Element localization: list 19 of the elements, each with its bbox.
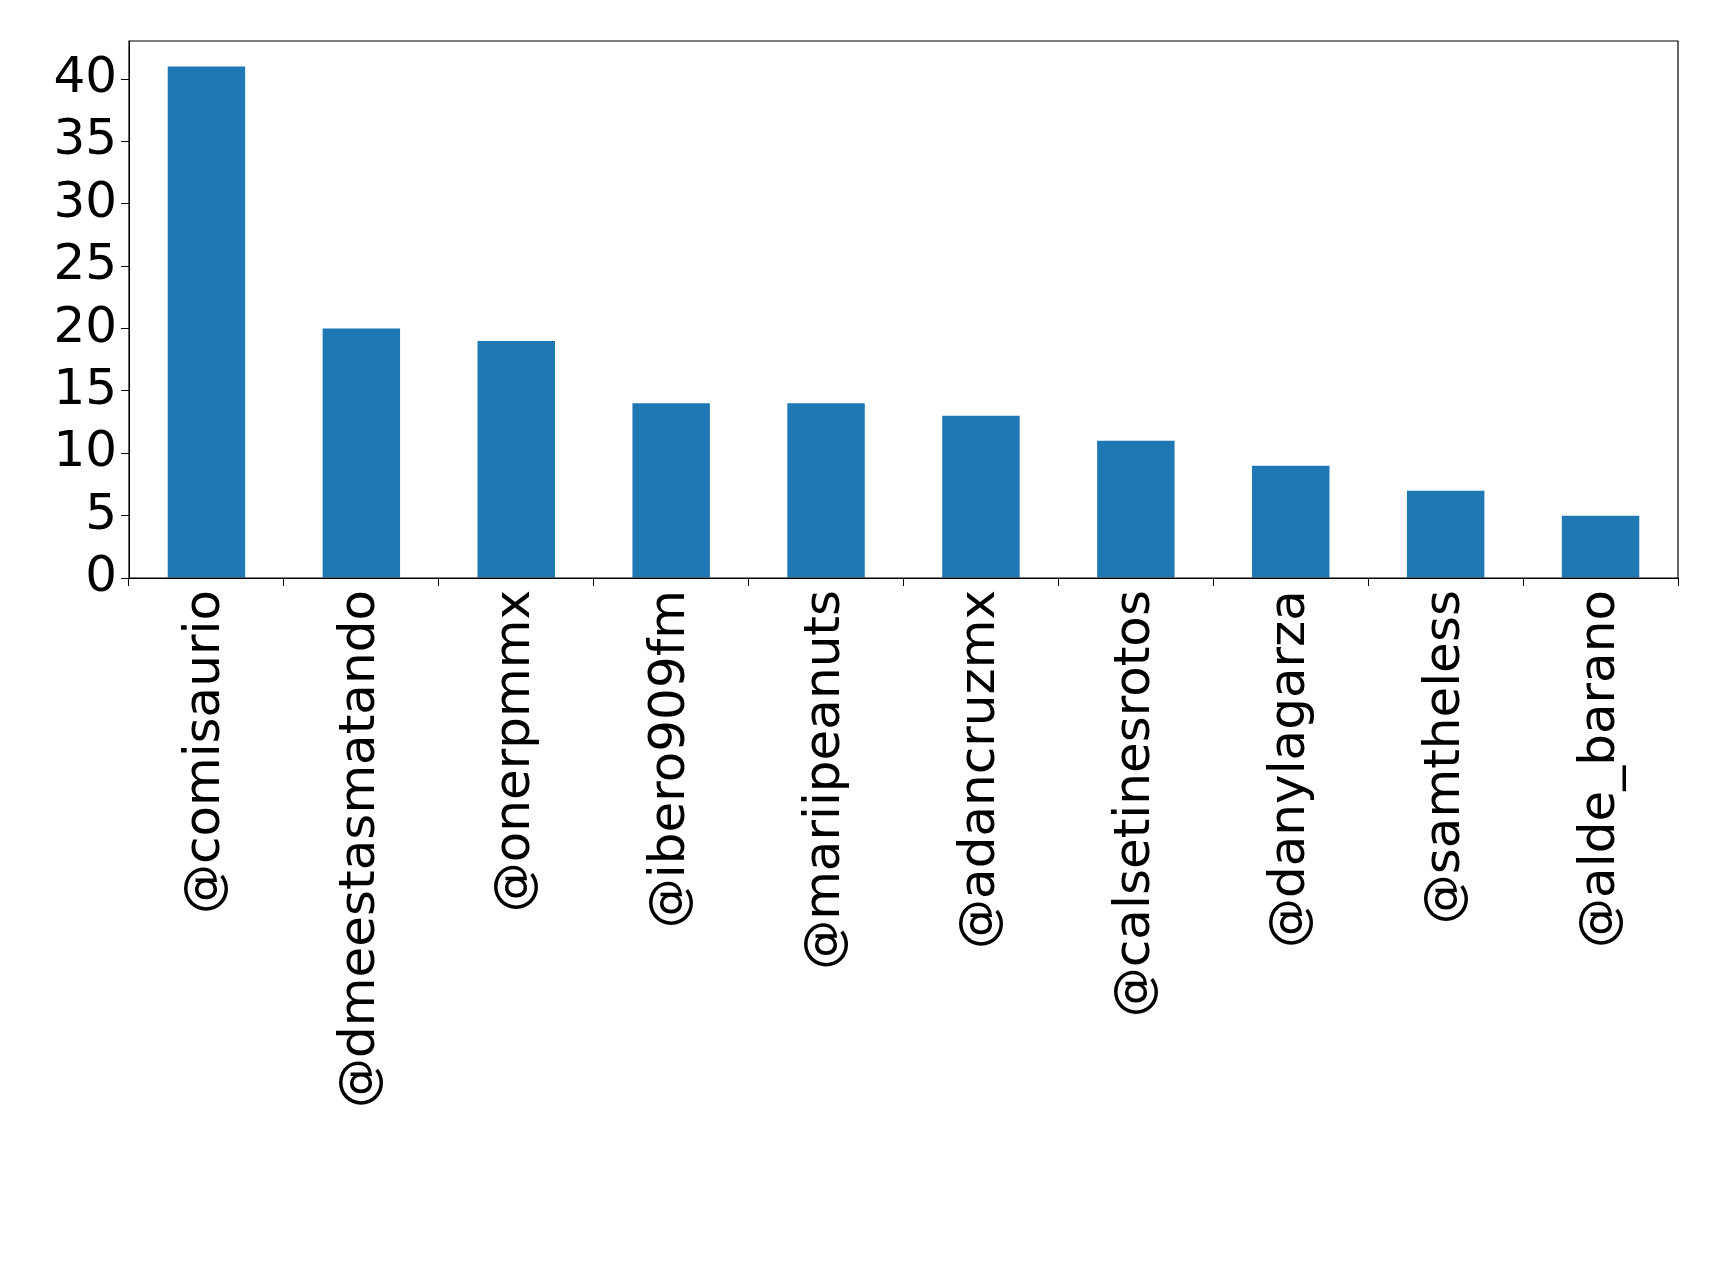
y-tick-label: 10: [53, 420, 117, 479]
x-tick-label: @samtheless: [1412, 590, 1471, 925]
y-tick-label: 40: [53, 46, 117, 105]
x-tick-label: @alde_barano: [1567, 590, 1626, 948]
y-tick-label: 0: [85, 544, 117, 603]
x-tick-label: @dmeestasmatando: [328, 590, 387, 1108]
y-tick-label: 20: [53, 295, 117, 354]
x-tick-label: @onerpmmx: [483, 590, 542, 913]
y-tick-label: 35: [53, 108, 117, 167]
y-tick-label: 5: [85, 482, 117, 541]
x-tick-label: @comisaurio: [173, 590, 232, 915]
y-tick-label: 15: [53, 357, 117, 416]
x-tick-label: @calsetinesrotos: [1102, 590, 1161, 1018]
x-tick-label: @mariipeanuts: [793, 590, 852, 970]
x-tick-label: @danylagarza: [1257, 590, 1316, 949]
y-tick-label: 30: [53, 170, 117, 229]
x-tick-label: @adancruzmx: [947, 590, 1006, 949]
x-tick-label: @ibero909fm: [638, 590, 697, 929]
y-tick-label: 25: [53, 233, 117, 292]
